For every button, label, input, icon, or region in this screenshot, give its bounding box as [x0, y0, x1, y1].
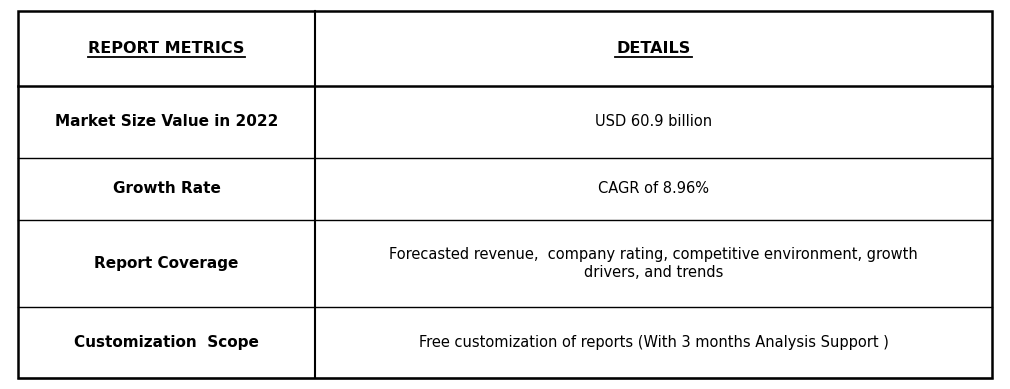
Text: CAGR of 8.96%: CAGR of 8.96%: [598, 182, 709, 196]
Text: DETAILS: DETAILS: [616, 41, 691, 56]
Text: Customization  Scope: Customization Scope: [74, 335, 260, 350]
Text: REPORT METRICS: REPORT METRICS: [89, 41, 244, 56]
Text: Report Coverage: Report Coverage: [95, 256, 238, 271]
Text: Market Size Value in 2022: Market Size Value in 2022: [55, 114, 279, 130]
Text: USD 60.9 billion: USD 60.9 billion: [595, 114, 712, 130]
Text: Forecasted revenue,  company rating, competitive environment, growth
drivers, an: Forecasted revenue, company rating, comp…: [389, 247, 918, 280]
Text: Growth Rate: Growth Rate: [113, 182, 220, 196]
Text: Free customization of reports (With 3 months Analysis Support ): Free customization of reports (With 3 mo…: [418, 335, 889, 350]
